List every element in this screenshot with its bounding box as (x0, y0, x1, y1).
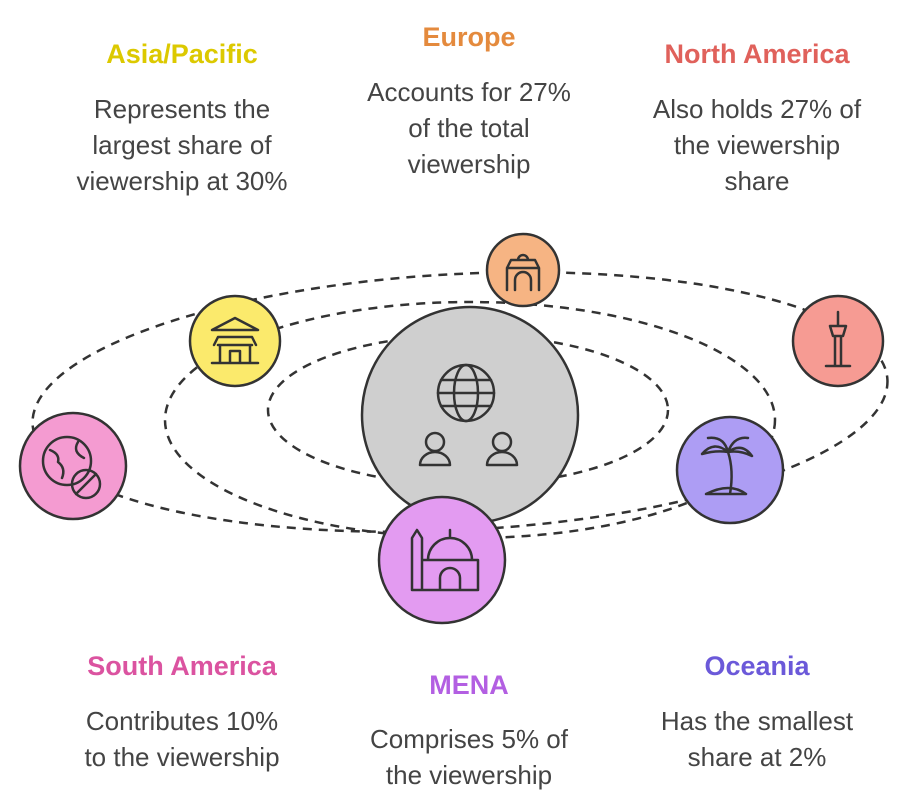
region-description: largest share of (92, 130, 272, 160)
region-title: MENA (429, 670, 509, 700)
oceania-node (675, 415, 785, 525)
region-description: the viewership (386, 760, 552, 790)
north-america-node (791, 294, 885, 388)
region-description: share at 2% (688, 742, 827, 772)
center-node (360, 305, 580, 525)
region-title: Oceania (704, 651, 810, 681)
region-description: Also holds 27% of (653, 94, 862, 124)
asia-pacific-node (188, 294, 282, 388)
region-description: share (724, 166, 789, 196)
south-america-node (18, 411, 128, 521)
region-description: viewership at 30% (77, 166, 288, 196)
region-description: viewership (408, 149, 531, 179)
region-description: to the viewership (84, 742, 279, 772)
region-description: Has the smallest (661, 706, 854, 736)
region-description: Comprises 5% of (370, 724, 569, 754)
region-description: of the total (408, 113, 529, 143)
europe-node (485, 232, 561, 308)
region-title: South America (87, 651, 278, 681)
region-description: Represents the (94, 94, 270, 124)
region-description: the viewership (674, 130, 840, 160)
region-description: Accounts for 27% (367, 77, 571, 107)
region-title: Asia/Pacific (106, 39, 258, 69)
middle-orbit (163, 300, 777, 540)
region-title: North America (664, 39, 850, 69)
region-description: Contributes 10% (86, 706, 278, 736)
region-title: Europe (422, 22, 515, 52)
mena-node (377, 495, 507, 625)
